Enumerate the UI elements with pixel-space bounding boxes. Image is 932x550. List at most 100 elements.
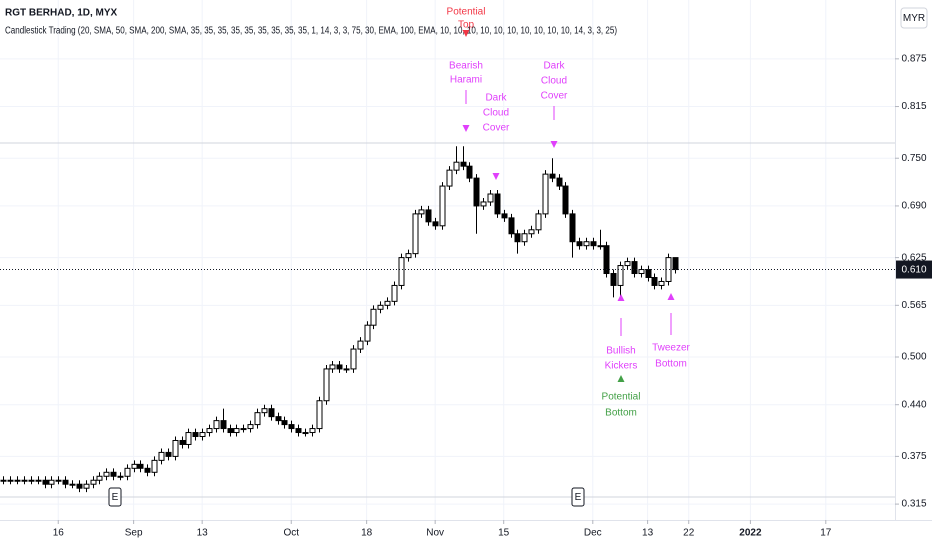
candle-body — [562, 185, 569, 215]
candle-body — [83, 483, 90, 489]
annotation-label: Bottom — [605, 408, 637, 419]
y-tick-label: 0.315 — [901, 499, 926, 510]
candle-body — [357, 340, 364, 350]
candle-body — [542, 173, 549, 215]
candle-body — [7, 479, 14, 482]
candle-body — [473, 177, 480, 207]
candle-body — [446, 169, 453, 187]
candle-body — [124, 467, 131, 477]
candle-body — [405, 253, 412, 259]
annotation-label: Dark — [485, 93, 507, 104]
annotation-marker — [550, 141, 558, 148]
y-tick-label: 0.565 — [901, 300, 926, 311]
earnings-marker — [108, 487, 122, 507]
y-tick-label: 0.375 — [901, 451, 926, 462]
candle-body — [391, 284, 398, 302]
candle-body — [343, 368, 350, 371]
annotation-label: Potential — [602, 392, 641, 403]
candles — [0, 146, 679, 493]
annotation-label: Cover — [483, 123, 510, 134]
candle-body — [254, 412, 261, 426]
candle-body — [35, 479, 42, 482]
x-tick-label: Dec — [584, 528, 602, 539]
candle-body — [480, 201, 487, 207]
annotation-marker — [667, 293, 675, 300]
x-tick-label: 17 — [820, 528, 832, 539]
x-tick-label: Oct — [283, 528, 299, 539]
candle-body — [275, 416, 282, 422]
candle-body — [672, 257, 679, 271]
candle-body — [144, 467, 151, 473]
x-tick-label: Nov — [426, 528, 444, 539]
last-price-box — [896, 260, 932, 279]
earnings-label: E — [112, 492, 119, 503]
candle-body — [179, 439, 186, 445]
y-tick-label: 0.875 — [901, 53, 926, 64]
candle-body — [42, 479, 49, 485]
candle-body — [556, 177, 563, 187]
x-tick-label: 18 — [361, 528, 373, 539]
currency-button[interactable] — [900, 7, 928, 29]
x-tick-label: 15 — [498, 528, 510, 539]
candle-body — [117, 475, 124, 478]
candle-body — [0, 479, 7, 482]
candle-body — [651, 276, 658, 286]
candle-body — [220, 420, 227, 430]
candle-body — [309, 428, 316, 434]
candle-body — [576, 241, 583, 247]
candle-body — [549, 173, 556, 179]
candle-body — [535, 213, 542, 231]
candle-body — [638, 269, 645, 275]
candle-body — [165, 451, 172, 457]
candle-body — [131, 463, 138, 469]
candle-body — [329, 364, 336, 370]
candle-body — [412, 213, 419, 255]
x-tick-label: Sep — [125, 528, 143, 539]
candle-body — [295, 428, 302, 434]
candle-body — [487, 193, 494, 203]
indicator-label: Candlestick Trading (20, SMA, 50, SMA, 2… — [5, 26, 617, 37]
candle-body — [384, 300, 391, 306]
annotation-marker — [492, 173, 500, 180]
candle-body — [494, 193, 501, 215]
y-tick-label: 0.440 — [901, 399, 926, 410]
candle-body — [103, 471, 110, 477]
candle-body — [645, 269, 652, 278]
candle-body — [302, 432, 309, 435]
candle-body — [569, 213, 576, 243]
candle-body — [514, 233, 521, 243]
annotation-label: Dark — [543, 61, 565, 72]
last-price-label: 0.610 — [901, 265, 926, 276]
candle-body — [418, 209, 425, 215]
candle-body — [206, 428, 213, 434]
candle-body — [350, 348, 357, 370]
x-tick-label: 13 — [642, 528, 654, 539]
earnings-marker — [571, 487, 585, 507]
candle-body — [658, 280, 665, 286]
candle-body — [432, 221, 439, 227]
x-tick-label: 2022 — [739, 528, 762, 539]
grid — [0, 0, 895, 520]
candle-body — [90, 479, 97, 485]
candle-body — [69, 483, 76, 486]
annotation-label: Potential — [447, 7, 486, 18]
annotation-label: Top — [458, 20, 475, 31]
candle-body — [439, 185, 446, 227]
candle-body — [288, 424, 295, 430]
annotation-label: Cover — [541, 91, 568, 102]
annotation-label: Kickers — [605, 361, 638, 372]
chart-title: RGT BERHAD, 1D, MYX — [5, 8, 118, 19]
currency-label[interactable]: MYR — [903, 13, 925, 24]
candle-body — [624, 261, 631, 267]
candle-body — [370, 308, 377, 326]
annotation-label: Bottom — [655, 359, 687, 370]
candle-body — [603, 245, 610, 275]
candle-body — [590, 241, 597, 247]
candle-body — [21, 479, 28, 482]
annotation-label: Harami — [450, 75, 482, 86]
candle-body — [151, 459, 158, 473]
candle-body — [316, 400, 323, 430]
candle-body — [508, 217, 515, 235]
candle-body — [583, 241, 590, 247]
